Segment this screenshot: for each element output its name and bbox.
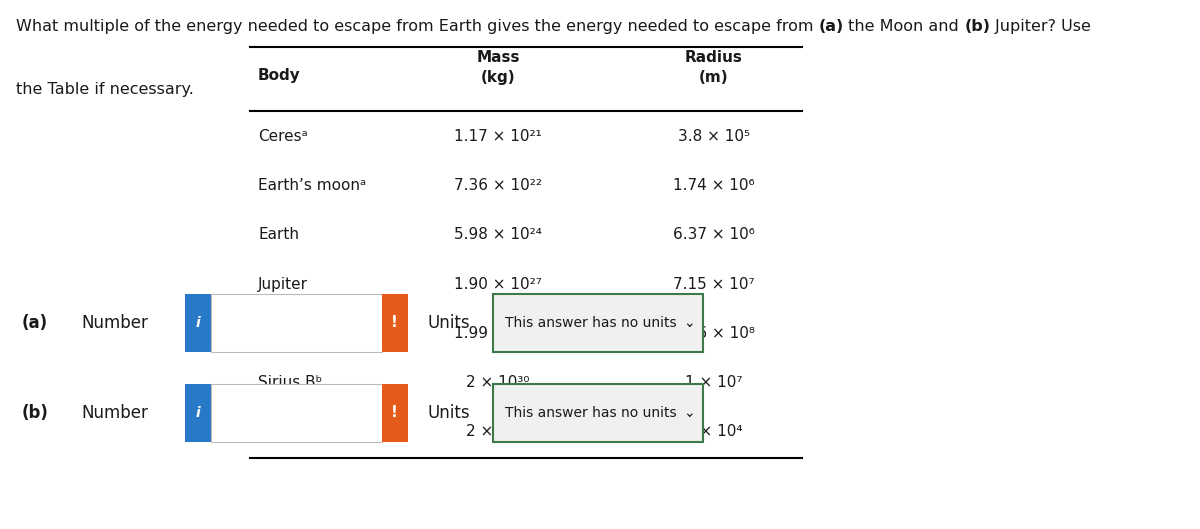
Text: i: i: [196, 316, 200, 330]
Text: Radius: Radius: [685, 50, 743, 65]
Text: !: !: [391, 405, 398, 420]
Text: Units: Units: [427, 404, 470, 422]
Text: 5.98 × 10²⁴: 5.98 × 10²⁴: [454, 227, 542, 242]
Text: 1 × 10⁷: 1 × 10⁷: [685, 375, 743, 390]
Text: This answer has no units: This answer has no units: [505, 316, 677, 330]
Text: (a): (a): [22, 314, 48, 332]
Text: ⌄: ⌄: [683, 316, 695, 330]
Text: Earth’s moonᵃ: Earth’s moonᵃ: [258, 178, 366, 193]
Text: the Table if necessary.: the Table if necessary.: [16, 82, 193, 97]
Text: 2 × 10³⁰: 2 × 10³⁰: [467, 424, 529, 439]
Text: Jupiter: Jupiter: [258, 277, 308, 291]
FancyBboxPatch shape: [382, 294, 408, 352]
FancyBboxPatch shape: [185, 384, 211, 442]
Text: i: i: [196, 406, 200, 419]
Text: Body: Body: [258, 68, 301, 83]
FancyBboxPatch shape: [493, 294, 703, 352]
Text: Earth: Earth: [258, 227, 299, 242]
Text: Mass: Mass: [476, 50, 520, 65]
Text: What multiple of the energy needed to escape from Earth gives the energy needed : What multiple of the energy needed to es…: [16, 19, 818, 33]
Text: Sirius Bᵇ: Sirius Bᵇ: [258, 375, 323, 390]
FancyBboxPatch shape: [211, 384, 382, 442]
Text: 1.17 × 10²¹: 1.17 × 10²¹: [454, 129, 542, 144]
Text: (b): (b): [22, 404, 48, 422]
Text: 6.37 × 10⁶: 6.37 × 10⁶: [673, 227, 755, 242]
Text: Neutron starᶜ: Neutron starᶜ: [258, 424, 360, 439]
Text: Number: Number: [82, 314, 149, 332]
FancyBboxPatch shape: [211, 294, 382, 352]
Text: 7.36 × 10²²: 7.36 × 10²²: [454, 178, 542, 193]
Text: 2 × 10³⁰: 2 × 10³⁰: [467, 375, 529, 390]
Text: (kg): (kg): [481, 70, 515, 85]
FancyBboxPatch shape: [493, 384, 703, 442]
Text: (a): (a): [818, 19, 844, 33]
Text: Number: Number: [82, 404, 149, 422]
Text: Units: Units: [427, 314, 470, 332]
Text: Sun: Sun: [258, 326, 287, 341]
Text: Ceresᵃ: Ceresᵃ: [258, 129, 307, 144]
Text: 1 × 10⁴: 1 × 10⁴: [685, 424, 743, 439]
Text: (m): (m): [700, 70, 728, 85]
Text: 1.99 × 10³⁰: 1.99 × 10³⁰: [454, 326, 542, 341]
Text: This answer has no units: This answer has no units: [505, 406, 677, 419]
FancyBboxPatch shape: [382, 384, 408, 442]
Text: 1.90 × 10²⁷: 1.90 × 10²⁷: [454, 277, 542, 291]
Text: 1.74 × 10⁶: 1.74 × 10⁶: [673, 178, 755, 193]
Text: (b): (b): [965, 19, 990, 33]
Text: ⌄: ⌄: [683, 406, 695, 419]
Text: 3.8 × 10⁵: 3.8 × 10⁵: [678, 129, 750, 144]
Text: 7.15 × 10⁷: 7.15 × 10⁷: [673, 277, 755, 291]
Text: !: !: [391, 315, 398, 330]
Text: 6.96 × 10⁸: 6.96 × 10⁸: [673, 326, 755, 341]
FancyBboxPatch shape: [185, 294, 211, 352]
Text: the Moon and: the Moon and: [844, 19, 965, 33]
Text: Jupiter? Use: Jupiter? Use: [990, 19, 1091, 33]
